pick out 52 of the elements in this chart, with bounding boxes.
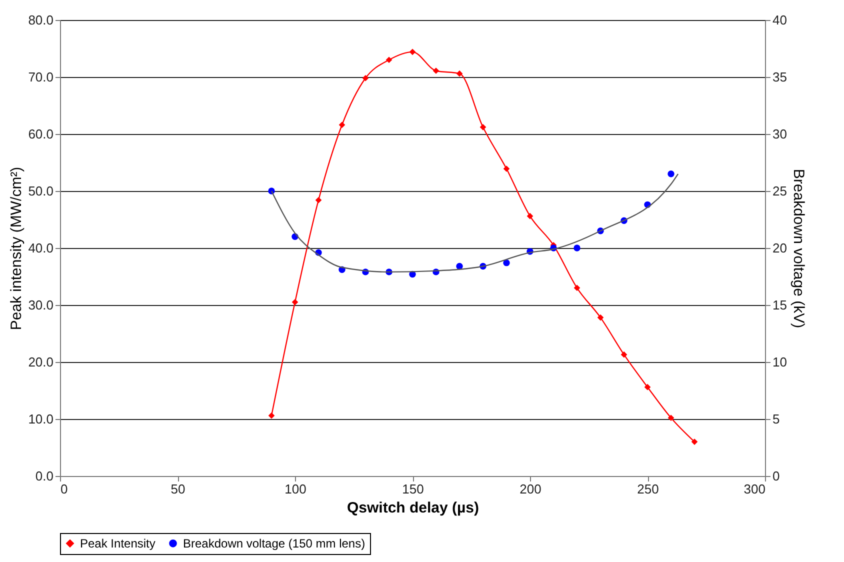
y2-tick-label: 15	[772, 298, 787, 312]
point	[432, 68, 440, 74]
point	[315, 196, 322, 204]
y-tick-label: 70.0	[28, 70, 54, 84]
y2-tick-label: 40	[772, 12, 787, 28]
point	[338, 122, 346, 128]
point	[668, 170, 674, 178]
legend-label: Peak Intensity	[80, 536, 156, 550]
y-tick-label: 60.0	[28, 126, 54, 142]
point	[456, 262, 463, 270]
x-tick-label: 50	[170, 482, 186, 496]
y2-tick-label: 30	[772, 126, 787, 142]
y-tick-label: 10.0	[28, 412, 54, 426]
y-tick-label: 50.0	[28, 184, 54, 198]
point	[597, 314, 604, 321]
point	[386, 56, 392, 64]
y2-tick-label: 35	[772, 70, 787, 84]
point	[574, 284, 580, 292]
y2-tick-label: 10	[772, 354, 787, 370]
legend-label: Breakdown voltage (150 mm lens)	[183, 536, 366, 550]
point	[292, 298, 298, 306]
x-tick-label: 300	[744, 482, 766, 496]
point	[268, 412, 275, 419]
y2-tick-label: 5	[772, 412, 780, 426]
y2-tick-label: 0	[772, 468, 780, 484]
y2-tick-label: 20	[772, 240, 787, 256]
y-axis-title: Peak intensity (MW/cm²)	[8, 166, 26, 330]
point	[480, 124, 486, 130]
point	[691, 438, 698, 445]
x-tick-label: 250	[637, 482, 659, 496]
y2-axis-title: Breakdown voltage (kV)	[790, 168, 807, 328]
y-tick-label: 80.0	[28, 12, 54, 28]
point	[409, 48, 416, 56]
y2-tick-label: 25	[772, 184, 787, 198]
point	[362, 74, 369, 82]
point	[503, 166, 510, 172]
point	[574, 244, 580, 252]
y-tick-label: 30.0	[28, 298, 54, 312]
x-tick-label: 100	[284, 482, 306, 496]
x-tick-label: 0	[60, 482, 68, 496]
y-tick-label: 20.0	[28, 354, 54, 370]
x-axis-title: Qswitch delay (µs)	[346, 500, 480, 516]
x-tick-label: 200	[520, 482, 542, 496]
point	[644, 384, 651, 390]
y-tick-label: 40.0	[28, 240, 54, 256]
point	[503, 259, 510, 266]
point	[526, 212, 534, 220]
y-tick-label: 0.0	[35, 468, 54, 484]
point	[456, 70, 463, 77]
point	[620, 351, 628, 358]
x-tick-label: 150	[402, 482, 424, 496]
point	[668, 414, 674, 422]
